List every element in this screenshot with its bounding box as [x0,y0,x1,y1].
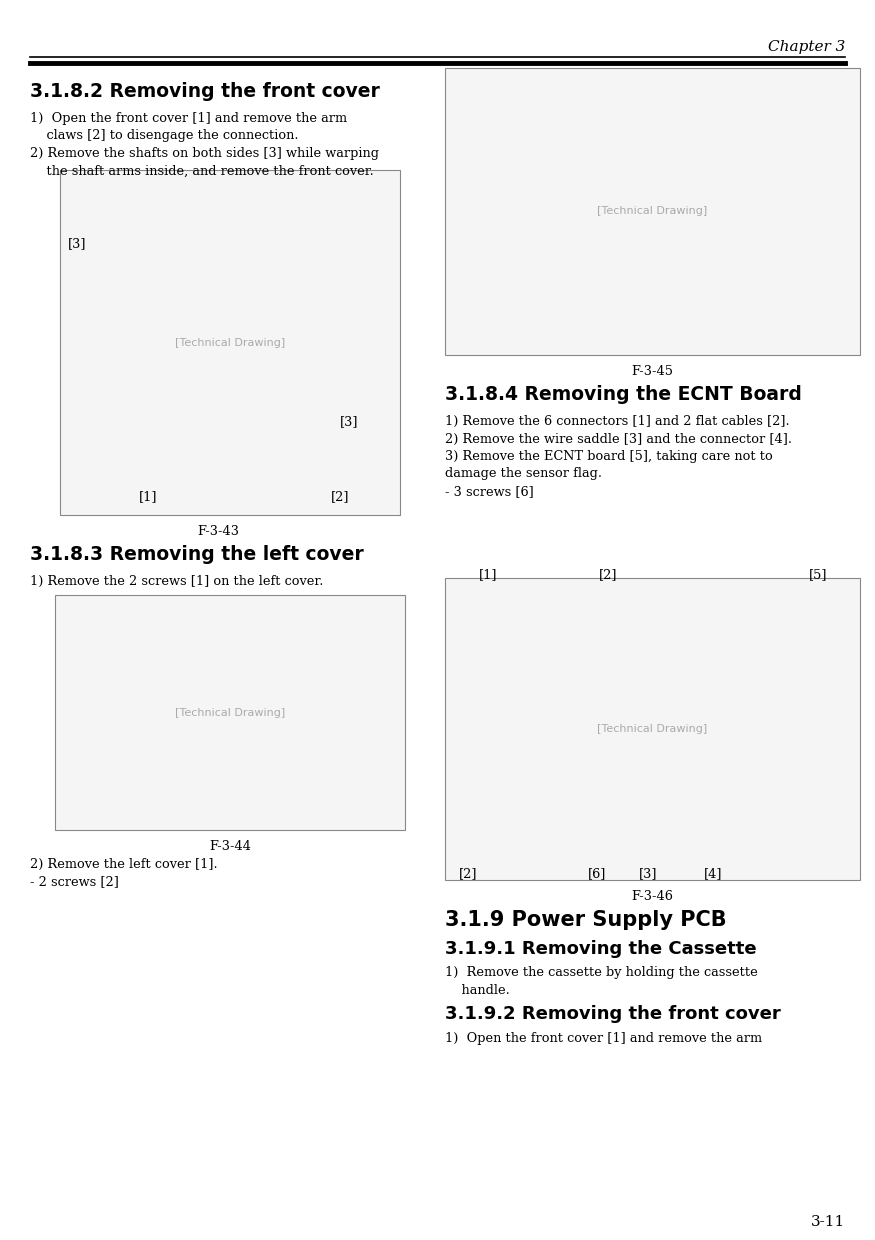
Text: [Technical Drawing]: [Technical Drawing] [175,708,285,718]
Text: Chapter 3: Chapter 3 [767,40,845,55]
Text: 3.1.8.4 Removing the ECNT Board: 3.1.8.4 Removing the ECNT Board [445,384,802,404]
Text: F-3-46: F-3-46 [631,890,673,903]
Bar [55,595,405,830]
Text: 3.1.9.1 Removing the Cassette: 3.1.9.1 Removing the Cassette [445,940,757,959]
Text: [3]: [3] [639,867,657,880]
Bar [445,578,860,880]
Text: [Technical Drawing]: [Technical Drawing] [598,207,708,217]
Text: 1)  Open the front cover [1] and remove the arm: 1) Open the front cover [1] and remove t… [445,1032,762,1045]
Text: F-3-44: F-3-44 [209,839,251,853]
Text: 3-11: 3-11 [811,1215,845,1229]
Text: [1]: [1] [139,490,158,503]
Text: [2]: [2] [331,490,349,503]
Text: [1]: [1] [479,568,497,582]
Text: [Technical Drawing]: [Technical Drawing] [598,724,708,734]
Text: 2) Remove the left cover [1].
- 2 screws [2]: 2) Remove the left cover [1]. - 2 screws… [30,858,218,889]
Text: 1) Remove the 6 connectors [1] and 2 flat cables [2].
2) Remove the wire saddle : 1) Remove the 6 connectors [1] and 2 fla… [445,415,792,498]
Text: 3.1.8.3 Removing the left cover: 3.1.8.3 Removing the left cover [30,546,364,564]
Text: 1) Remove the 2 screws [1] on the left cover.: 1) Remove the 2 screws [1] on the left c… [30,575,324,588]
Text: [Technical Drawing]: [Technical Drawing] [175,337,285,347]
Text: [6]: [6] [588,867,606,880]
Text: 3.1.9.2 Removing the front cover: 3.1.9.2 Removing the front cover [445,1004,780,1023]
Text: [2]: [2] [458,867,477,880]
Text: [5]: [5] [808,568,827,582]
Text: [4]: [4] [704,867,722,880]
Bar [60,170,400,515]
Text: 1)  Open the front cover [1] and remove the arm
    claws [2] to disengage the c: 1) Open the front cover [1] and remove t… [30,112,379,177]
Text: [2]: [2] [598,568,617,582]
Text: 3.1.9 Power Supply PCB: 3.1.9 Power Supply PCB [445,910,726,930]
Text: 1)  Remove the cassette by holding the cassette
    handle.: 1) Remove the cassette by holding the ca… [445,966,758,997]
Text: [3]: [3] [68,237,87,250]
Text: [3]: [3] [340,415,359,428]
Text: 3.1.8.2 Removing the front cover: 3.1.8.2 Removing the front cover [30,82,380,100]
Text: F-3-45: F-3-45 [631,365,673,378]
Text: F-3-43: F-3-43 [197,525,239,538]
Bar [445,68,860,355]
